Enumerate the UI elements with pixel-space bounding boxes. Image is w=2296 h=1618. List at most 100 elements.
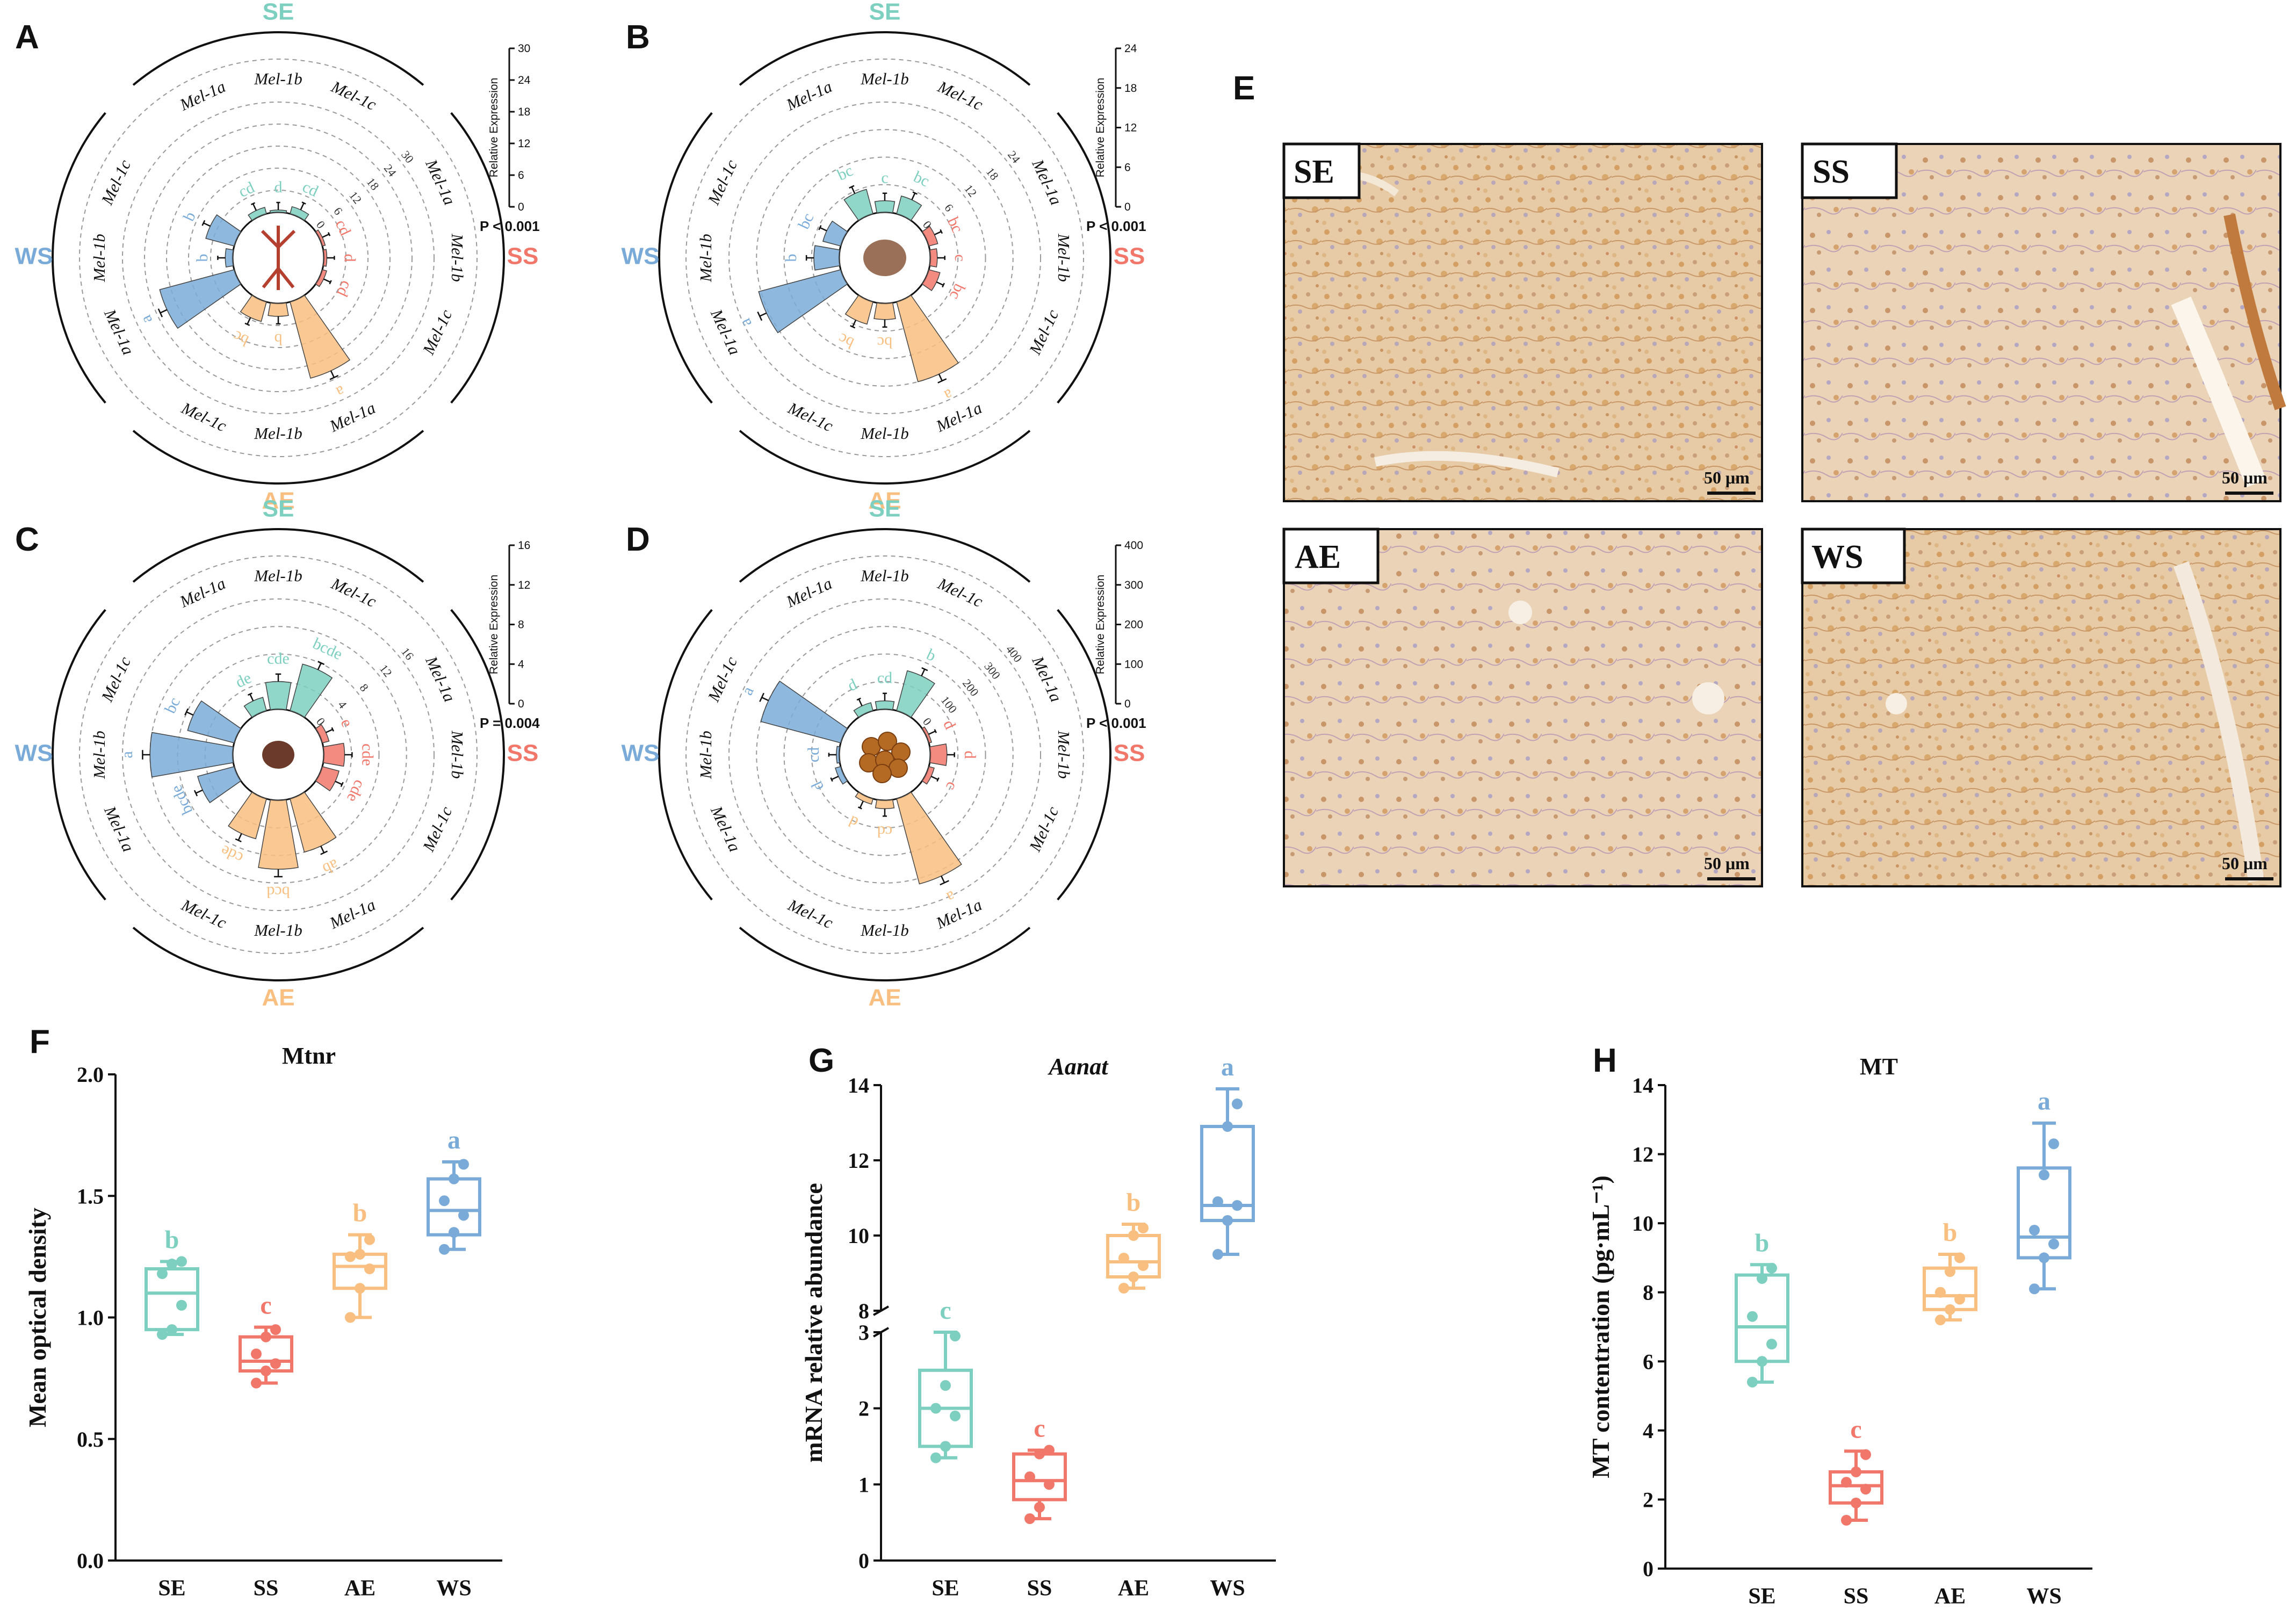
error-bar xyxy=(938,373,943,381)
panel-letter-c: C xyxy=(15,521,39,558)
significance-letter: e xyxy=(337,716,356,730)
bar-ss-mel-1b xyxy=(322,249,328,267)
data-point xyxy=(2039,1169,2049,1181)
scale-axis-title: Relative Expression xyxy=(1094,575,1107,675)
gene-label: Mel-1a xyxy=(1028,156,1066,208)
data-point xyxy=(1851,1497,1861,1508)
error-bar-cap xyxy=(936,777,940,782)
y-tick-label: 2 xyxy=(1643,1487,1654,1512)
box-ws xyxy=(427,1177,481,1237)
data-point xyxy=(1841,1477,1852,1488)
group-label-ae: AE xyxy=(262,985,294,1011)
data-point xyxy=(270,1324,281,1335)
error-bar-cap xyxy=(849,185,855,189)
y-tick-label: 0 xyxy=(1643,1557,1654,1581)
data-point xyxy=(1747,1311,1758,1322)
group-arc-ws xyxy=(52,609,106,901)
error-bar xyxy=(858,698,863,706)
data-point xyxy=(439,1195,450,1207)
data-point xyxy=(261,1366,271,1377)
data-point xyxy=(355,1283,365,1294)
grid-ring xyxy=(783,653,986,856)
y-tick-label: 0.0 xyxy=(77,1549,104,1573)
data-point xyxy=(1954,1252,1965,1263)
bar-ae-mel-1c xyxy=(240,294,267,322)
group-arc-ws xyxy=(52,112,106,404)
scale-axis-title: Relative Expression xyxy=(488,575,500,675)
bar-se-mel-1c xyxy=(896,670,935,718)
ring-tick-label: 300 xyxy=(981,660,1003,682)
x-tick-label: WS xyxy=(2026,1584,2061,1609)
data-point xyxy=(261,1331,271,1342)
significance-letter: b xyxy=(165,1225,179,1254)
data-point xyxy=(1851,1467,1861,1477)
y-axis-label: MT contentration (pg·mL⁻¹) xyxy=(1587,1175,1614,1478)
gene-label: Mel-1a xyxy=(422,653,459,705)
error-bar-cap xyxy=(201,220,206,226)
tissue-icon xyxy=(862,737,881,756)
significance-letter: c xyxy=(881,169,888,187)
error-bar-cap xyxy=(759,692,764,702)
bar-se-mel-1c xyxy=(896,195,922,221)
group-arc-ae xyxy=(132,430,424,485)
bar-ws-mel-1a xyxy=(197,766,242,804)
x-tick-label: AE xyxy=(1118,1576,1149,1601)
bar-ss-mel-1c xyxy=(921,269,941,292)
radial-chart-c: 0481216deMel-1acdeMel-1bbcdeMel-1cSEeMel… xyxy=(15,496,540,1011)
group-arc-se xyxy=(739,31,1031,86)
bar-ae-mel-1b xyxy=(258,799,299,870)
error-bar-cap xyxy=(329,374,339,380)
panel-letter-e: E xyxy=(1233,70,1255,107)
data-point xyxy=(1954,1294,1965,1305)
gene-label: Mel-1b xyxy=(1055,233,1073,282)
significance-letter: bc xyxy=(944,214,966,236)
ring-tick-label: 0 xyxy=(920,715,934,728)
data-point xyxy=(940,1380,951,1391)
data-point xyxy=(2048,1238,2059,1249)
gene-label: Mel-1b xyxy=(1055,730,1073,779)
data-point xyxy=(1766,1339,1777,1350)
bar-se-mel-1b xyxy=(265,681,292,711)
significance-letter: a xyxy=(1221,1053,1234,1081)
significance-letter: c xyxy=(942,779,962,793)
error-bar xyxy=(851,320,857,327)
ring-tick-label: 400 xyxy=(1003,642,1025,664)
data-point xyxy=(950,1410,961,1421)
error-bar xyxy=(934,230,942,235)
data-point xyxy=(167,1258,177,1269)
bar-ae-mel-1c xyxy=(844,294,873,325)
data-point xyxy=(1222,1215,1233,1226)
error-bar xyxy=(928,730,936,735)
significance-letter: cd xyxy=(877,669,892,687)
bar-ws-mel-1b xyxy=(225,248,234,268)
significance-letter: d xyxy=(845,675,860,695)
group-arc-ws xyxy=(658,609,713,901)
group-label-se: SE xyxy=(869,0,901,25)
data-point xyxy=(458,1159,469,1170)
data-point xyxy=(439,1244,450,1255)
y-tick-label: 2 xyxy=(858,1397,869,1421)
gene-label: Mel-1b xyxy=(90,234,109,283)
data-point xyxy=(2029,1283,2040,1295)
error-bar-cap xyxy=(912,191,918,195)
histology-panel: SE 50 μm SS 50 μm AE 50 μm WS xyxy=(1282,142,2286,887)
group-label-ws: WS xyxy=(622,243,660,270)
error-bar xyxy=(330,370,335,378)
bar-ae-mel-1b xyxy=(875,799,895,810)
p-value: P = 0.004 xyxy=(480,715,540,731)
p-value: P < 0.001 xyxy=(1086,218,1146,234)
gene-label: Mel-1b xyxy=(254,566,302,585)
data-point xyxy=(1747,1376,1758,1388)
group-label-ae: AE xyxy=(262,488,294,514)
error-bar xyxy=(761,697,769,702)
significance-letter: a xyxy=(447,1126,460,1154)
scale-bar-ws: 50 μm xyxy=(2222,854,2268,873)
scale-axis-tick-label: 24 xyxy=(518,74,531,86)
y-tick-label: 0.5 xyxy=(77,1427,104,1451)
tissue-icon xyxy=(872,764,892,783)
group-arc-ae xyxy=(739,927,1031,981)
significance-letter: d xyxy=(275,178,283,196)
grid-ring xyxy=(783,156,986,359)
error-bar-cap xyxy=(340,782,344,788)
data-point xyxy=(1212,1249,1223,1260)
